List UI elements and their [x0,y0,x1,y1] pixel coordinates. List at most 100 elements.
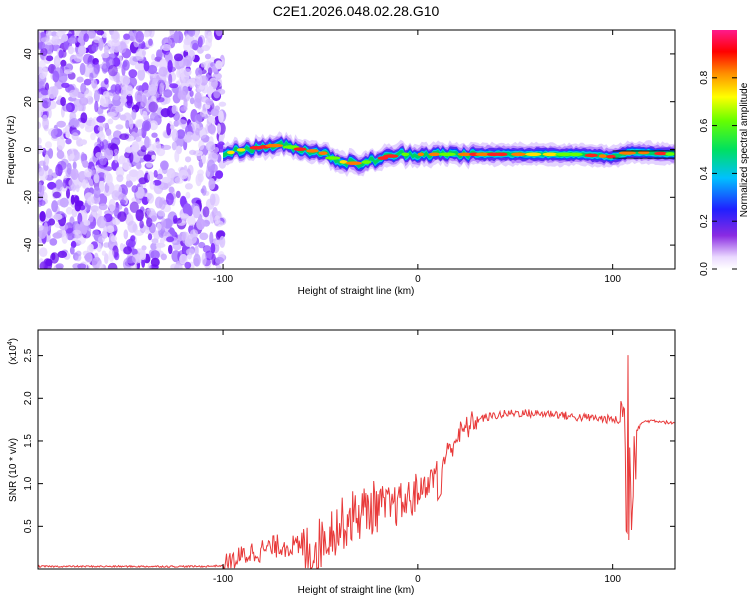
noise-blob [125,146,134,154]
noise-blob [144,228,150,235]
noise-blob [176,119,187,125]
noise-blob [135,94,142,103]
noise-blob [183,134,192,143]
noise-blob [146,193,155,204]
ridge-hot-spot [665,152,675,156]
noise-blob [173,217,183,224]
colorbar-label: Normalized spectral amplitude [739,82,750,217]
noise-blob [112,57,121,67]
noise-blob [159,197,166,210]
noise-blob [205,98,214,106]
noise-blob [147,171,155,182]
noise-blob [127,220,137,233]
colorbar-tick-label: 0.6 [699,118,710,132]
noise-blob [83,219,91,226]
noise-blob [125,238,136,248]
noise-blob [82,160,89,168]
noise-blob [156,97,165,103]
noise-blob [56,137,66,150]
spectrogram-axes: -100 0 100 -40 -20 0 20 40 [23,30,675,285]
ridge-hot-spot [638,150,650,155]
noise-blob [42,117,49,130]
noise-blob [112,218,121,225]
noise-blob [43,222,49,235]
noise-blob [70,184,77,191]
ridge-hot-spot [401,152,410,157]
noise-blob [211,152,219,159]
noise-blob [105,128,112,137]
noise-blob [93,89,100,103]
snr-y-tick-label: 0.5 [23,519,34,533]
noise-blob [44,82,50,92]
noise-blob [161,44,172,51]
noise-blob [96,215,107,229]
noise-blob [38,121,42,130]
noise-blob [84,252,93,264]
noise-blob [119,97,128,104]
noise-blob [173,53,184,62]
noise-blob [149,112,159,122]
colorbar: 0.0 0.2 0.4 0.6 0.8 Normalized spectral ampl… [699,30,750,276]
noise-blob [150,215,157,222]
noise-blob [82,53,93,65]
noise-blob [45,55,54,62]
noise-blob [128,69,138,78]
noise-blob [129,152,134,163]
noise-blob [75,184,80,193]
noise-blob [208,115,216,123]
noise-blob [83,33,89,43]
noise-blob [154,141,161,154]
noise-blob [202,206,210,218]
noise-blob [125,255,135,264]
noise-blob [93,186,101,199]
noise-blob [103,91,110,98]
noise-blob [77,212,83,225]
noise-blob [94,100,99,113]
noise-blob [38,137,42,145]
noise-blob [122,76,131,86]
noise-blob [143,154,152,162]
noise-blob [151,132,158,138]
noise-blob [131,109,137,120]
ridge-hot-spot [339,160,348,164]
noise-blob [161,176,171,183]
noise-blob [122,162,132,171]
noise-blob [150,242,158,251]
snr-multiplier-base: (x104) [7,338,19,365]
noise-blob [135,136,142,142]
noise-blob [39,211,46,222]
noise-blob [72,161,77,170]
noise-blob [84,168,93,178]
noise-blob [76,103,83,112]
snr-y-tick-label: 2.0 [23,391,34,405]
noise-blob [218,101,227,107]
noise-blob [84,125,94,133]
noise-blob [156,173,163,180]
noise-blob [101,230,108,239]
snr-y-tick-label: 2.5 [23,348,34,362]
noise-blob [122,60,128,68]
noise-blob [198,140,205,151]
noise-blob [69,216,75,227]
noise-blob [79,123,85,129]
noise-blob [107,64,118,77]
ridge-hot-spot [417,152,424,157]
noise-blob [45,141,52,149]
noise-blob [174,176,184,184]
noise-blob [166,236,175,243]
spectrogram-x-tick-label: -100 [213,274,233,285]
noise-blob [173,30,180,44]
noise-blob [98,203,108,211]
noise-blob [174,150,180,163]
noise-blob [148,38,153,46]
noise-blob [79,62,86,76]
spectrogram-y-tick-label: -20 [23,190,34,205]
noise-blob [40,48,48,56]
noise-blob [47,181,57,190]
spectrogram-x-tick-label: 100 [604,274,621,285]
noise-blob [183,40,193,53]
ridge-hot-spot [325,156,341,160]
noise-blob [84,192,94,202]
noise-blob [151,53,156,61]
noise-blob [177,90,187,100]
